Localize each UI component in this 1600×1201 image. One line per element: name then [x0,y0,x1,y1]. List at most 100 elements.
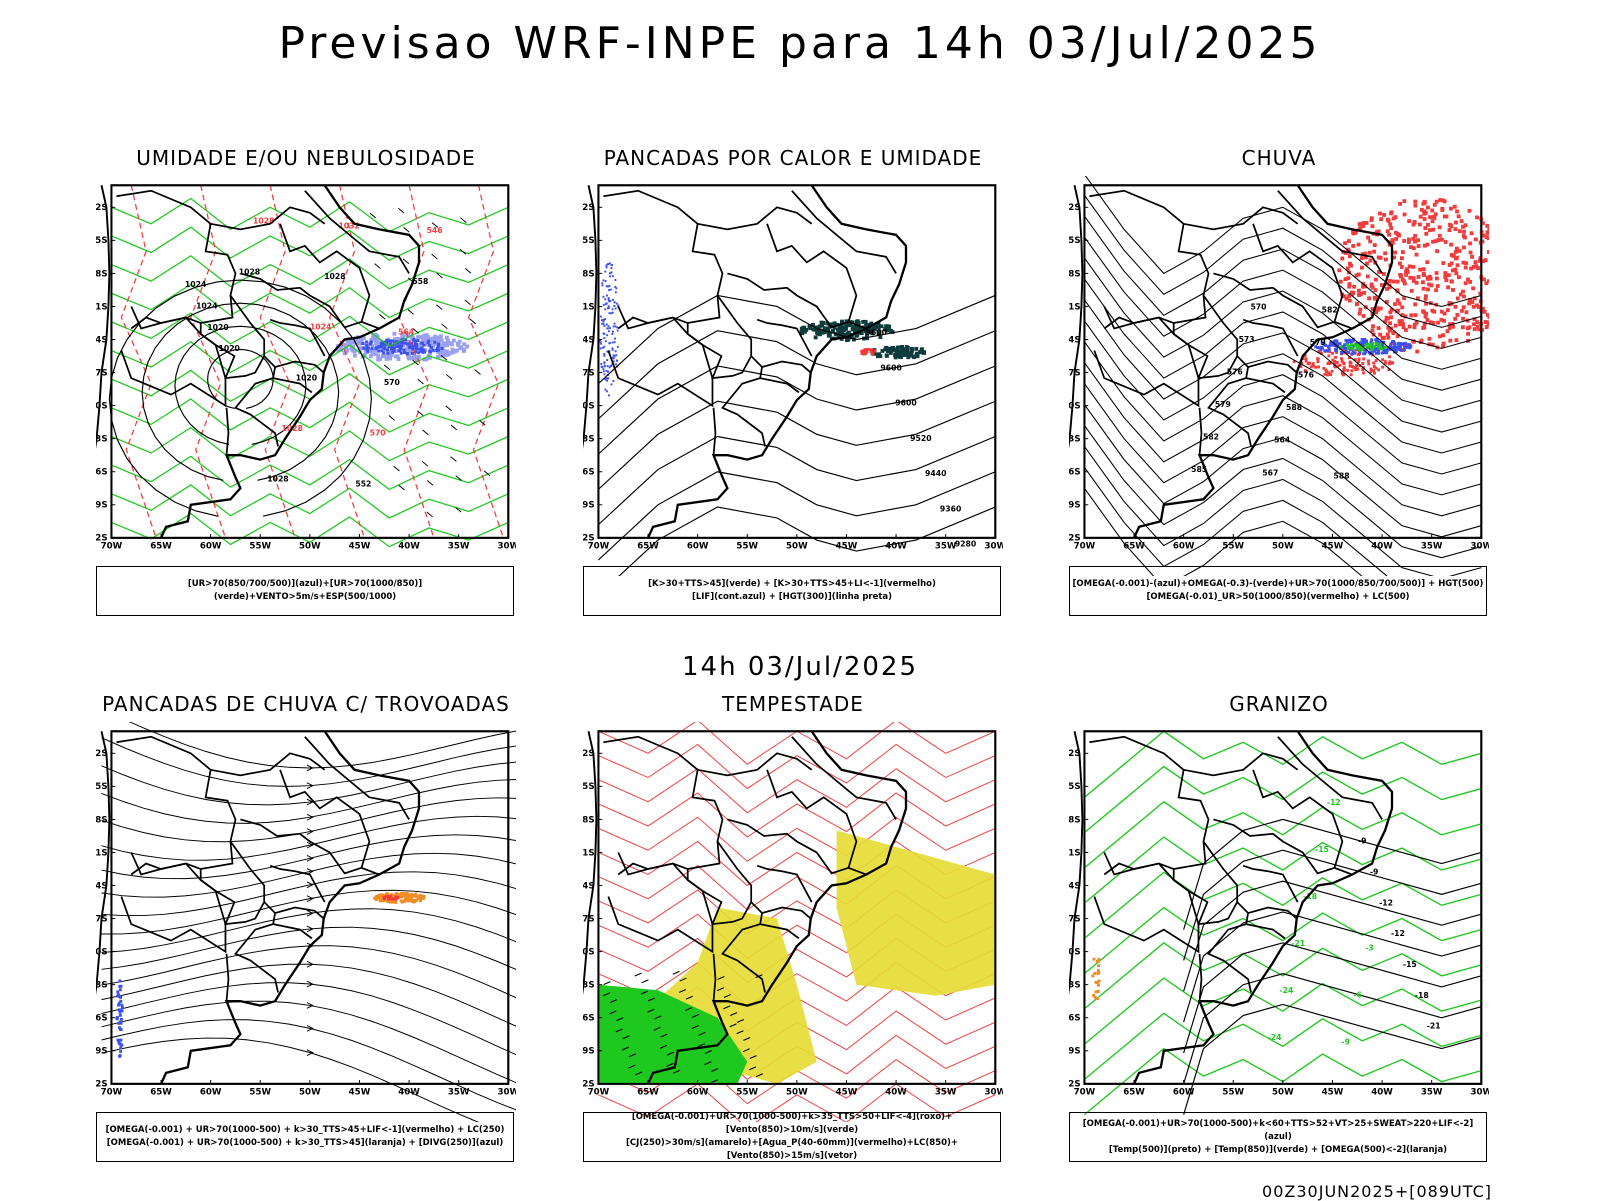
omega-red-cell [1459,219,1464,224]
omega-green-cell [1370,347,1374,351]
omega-red-2-cell [1314,365,1318,369]
omega-red-cell [1370,285,1375,290]
wind-vector [641,979,649,984]
humidity-mid-cell [401,343,406,348]
omega-red-cell [1389,210,1394,215]
omega-red-2-cell [1333,361,1337,365]
convection-red [860,347,877,356]
omega-red-cell [1401,278,1406,283]
lon-tick-label: 35W [935,1087,957,1097]
political-border [1277,736,1383,820]
lif-contour-cell [612,325,615,328]
omega500-orange-cell [1092,957,1096,961]
omega-blue-cell [1336,344,1340,348]
omega-red-cell [1422,243,1427,248]
lat-tick-label: 21S [583,302,595,312]
omega-red-cell [1399,265,1404,269]
contour-label: 1024 [185,280,206,289]
lat-tick-label: 27S [1069,914,1081,924]
lif-contour-cell [605,369,608,372]
legend-line-2: [OMEGA(-0.001) + UR>70(1000-500) + k>30_… [106,1138,504,1148]
omega-green-cell [1365,342,1369,346]
omega-red-cell [1388,278,1392,283]
omega-red-2-cell [1338,363,1342,367]
west-coastline [583,185,598,449]
humidity-high-cell [405,342,409,346]
convection-green-cell [814,325,818,330]
lif-contour-cell [614,363,617,366]
humidity-mid-cell [386,337,391,342]
omega-red-cell [1457,249,1462,253]
wind-vector [445,405,452,412]
lat-tick-label: 24S [1069,335,1081,345]
omega-red-cell [1471,304,1476,309]
convection-green-2-cell [887,347,892,352]
wind-vector [704,1061,712,1066]
humidity-mid-cell [388,350,393,355]
coastline [646,730,908,1085]
thunderstorm-orange-cell [400,895,404,899]
omega-red-cell [1397,261,1402,266]
lif-contour-cell [610,264,613,267]
omega-red-2-cell [1356,367,1360,371]
lon-tick-label: 70W [1074,541,1096,551]
omega-red-cell [1470,254,1474,259]
thunderstorm-orange-cell [388,899,392,902]
omega-blue-cell [1327,347,1331,351]
lat-tick-label: 30S [1069,948,1081,958]
wind-vector [616,1017,624,1022]
thunderstorm-orange-cell [380,897,383,901]
humidity-high-cell [382,347,386,351]
omega-red-cell [1480,306,1485,311]
political-border [1247,360,1298,374]
humidity-high-cell [429,346,433,349]
contour-label: -9 [1341,1038,1350,1047]
wind-vector [460,217,467,223]
omega500-orange-cell [1097,957,1101,961]
political-border [240,818,362,875]
panel-title: PANCADAS POR CALOR E UMIDADE [603,146,983,170]
omega-red-cell [1347,284,1352,289]
wind-vector [711,1068,719,1072]
omega-red-2-cell [1383,360,1387,363]
omega-red-cell [1405,267,1409,272]
convection-green-cell [840,329,844,334]
convection-green-cell [869,321,874,326]
thunderstorm-orange-cell [373,896,377,900]
humidity-mid-cell [357,341,362,346]
streamline [128,722,516,769]
omega-red-2-cell [1327,371,1331,375]
omega-red-cell [1404,272,1409,277]
omega-red-cell [1393,215,1398,220]
divergence-blue-cell [119,1042,122,1046]
omega-blue-cell [1360,338,1364,341]
humidity-high-cell [397,344,401,348]
thunderstorm-orange-cell [413,899,417,903]
omega-red-2-cell [1317,349,1321,353]
divergence-blue-cell [117,1003,121,1007]
lat-tick-label: 15S [1069,782,1081,792]
lon-tick-label: 35W [448,541,470,551]
omega-red-cell [1385,332,1390,337]
omega-red-cell [1441,261,1446,266]
west-coastline [1069,731,1084,995]
streamline-arrow [306,1002,314,1009]
omega500-orange-cell [1097,983,1100,987]
omega-red-cell [1475,320,1480,325]
lon-tick-label: 35W [1421,541,1443,551]
streamline-arrow [306,813,314,821]
political-border [274,906,325,920]
omega-red-2-cell [1316,360,1320,364]
streamline [101,797,516,843]
omega-red-cell [1411,339,1416,344]
lif-contour-cell [611,311,614,314]
omega-red-cell [1475,324,1480,329]
lat-tick-label: 42S [583,534,595,544]
omega-red-2-cell [1316,357,1320,361]
lif-contour-cell [609,327,612,330]
omega-blue-cell [1350,352,1354,356]
humidity-high-cell [398,349,402,353]
humidity-high-cell [420,341,424,345]
green-humidity-contour [111,197,509,233]
omega-red-cell [1406,240,1411,245]
